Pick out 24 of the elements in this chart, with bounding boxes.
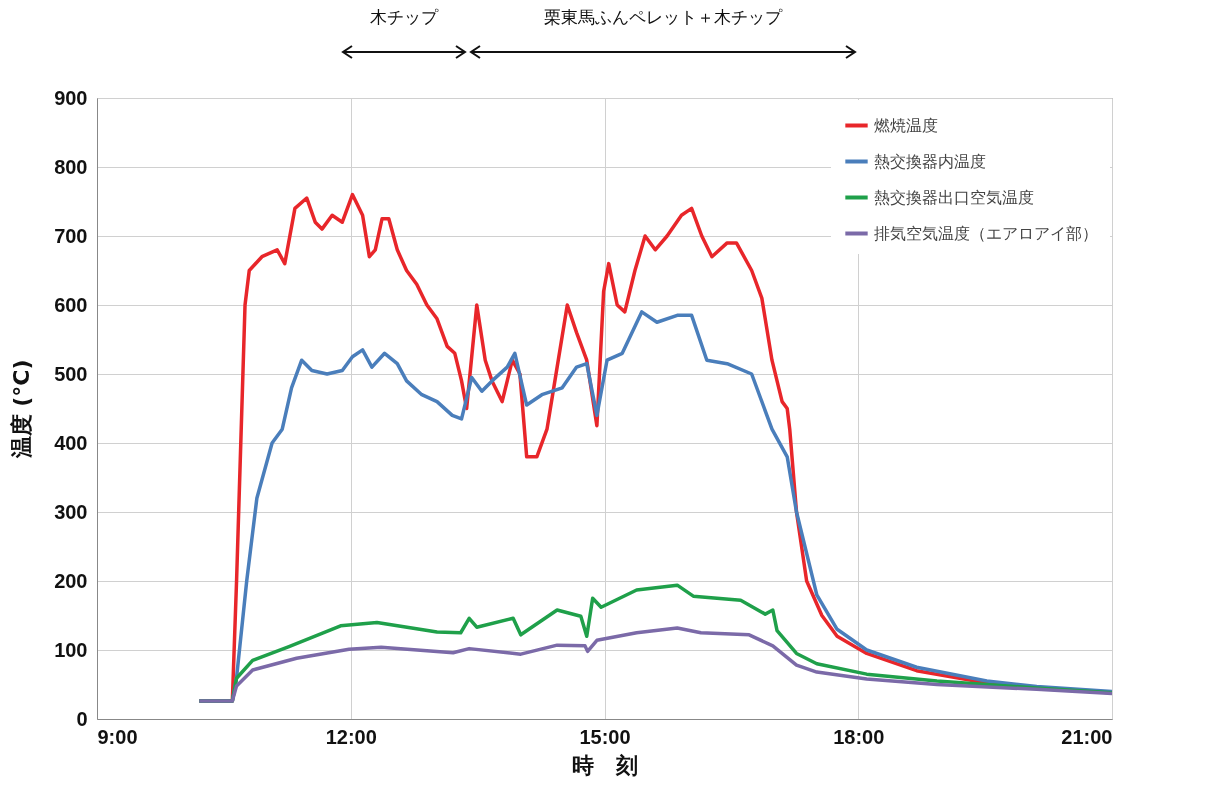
y-tick-label: 700 — [54, 224, 88, 247]
y-tick-label: 0 — [76, 707, 88, 730]
legend-label: 燃焼温度 — [874, 115, 938, 135]
y-tick-label: 400 — [54, 431, 88, 454]
y-tick-label: 500 — [54, 362, 88, 385]
y-tick-label: 600 — [54, 293, 88, 316]
x-tick-label: 18:00 — [833, 725, 885, 748]
x-tick-label: 15:00 — [579, 725, 631, 748]
x-axis-title: 時 刻 — [572, 752, 638, 778]
y-tick-label: 800 — [54, 155, 88, 178]
y-tick-label: 100 — [54, 638, 88, 661]
legend-label: 熱交換器内温度 — [874, 151, 986, 171]
legend-label: 熱交換器出口空気温度 — [874, 187, 1034, 207]
y-tick-label: 200 — [54, 569, 88, 592]
line-series — [197, 626, 1112, 703]
y-tick-label: 300 — [54, 500, 88, 523]
text: 木チップ — [369, 6, 440, 29]
legend-label: 排気空気温度（エアロアイ部） — [874, 223, 1098, 243]
y-axis-title: 温度 (°C) — [9, 359, 35, 460]
x-tick-label: 12:00 — [325, 725, 377, 748]
x-tick-label: 21:00 — [1061, 725, 1113, 748]
y-tick-label: 900 — [54, 86, 88, 109]
x-tick-label: 9:00 — [97, 725, 138, 748]
text: 栗東馬ふんペレット＋木チップ — [543, 6, 784, 29]
